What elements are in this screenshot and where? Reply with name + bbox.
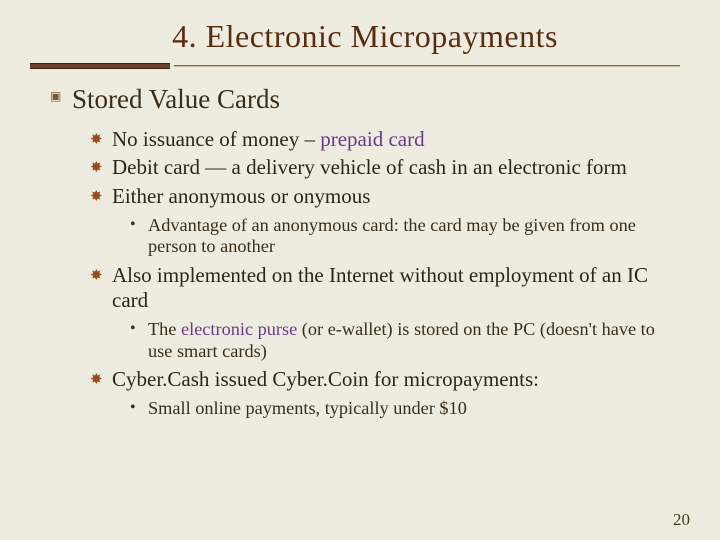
title-rule (30, 63, 680, 69)
bullet-mark-lvl1: ▣ (50, 83, 72, 117)
sub-bullet-text: Advantage of an anonymous card: the card… (148, 215, 680, 258)
bullet-text: Also implemented on the Internet without… (112, 263, 680, 314)
bullet-mark-lvl2: ✸ (90, 263, 112, 314)
section-text: Stored Value Cards (72, 83, 280, 117)
sub-bullet-item: • Small online payments, typically under… (130, 398, 680, 420)
section-heading: ▣ Stored Value Cards (50, 83, 680, 117)
bullet-item: ✸ No issuance of money – prepaid card (90, 127, 680, 153)
bullet-mark-lvl3: • (130, 215, 148, 258)
sub-bullet-text: The electronic purse (or e-wallet) is st… (148, 319, 680, 362)
bullet-item: ✸ Cyber.Cash issued Cyber.Coin for micro… (90, 367, 680, 393)
bullet-text: Cyber.Cash issued Cyber.Coin for micropa… (112, 367, 539, 393)
bullet-mark-lvl3: • (130, 319, 148, 362)
bullet-mark-lvl2: ✸ (90, 367, 112, 393)
sub-bullet-item: • Advantage of an anonymous card: the ca… (130, 215, 680, 258)
bullet-item: ✸ Debit card — a delivery vehicle of cas… (90, 155, 680, 181)
slide-title: 4. Electronic Micropayments (50, 18, 680, 55)
page-number: 20 (673, 510, 690, 530)
highlight-text: electronic purse (181, 319, 297, 339)
bullet-mark-lvl3: • (130, 398, 148, 420)
bullet-text: No issuance of money – prepaid card (112, 127, 425, 153)
bullet-text: Either anonymous or onymous (112, 184, 370, 210)
highlight-text: prepaid card (320, 127, 424, 151)
bullet-item: ✸ Either anonymous or onymous (90, 184, 680, 210)
bullet-mark-lvl2: ✸ (90, 127, 112, 153)
bullet-text: Debit card — a delivery vehicle of cash … (112, 155, 627, 181)
bullet-mark-lvl2: ✸ (90, 184, 112, 210)
bullet-item: ✸ Also implemented on the Internet witho… (90, 263, 680, 314)
sub-bullet-text: Small online payments, typically under $… (148, 398, 467, 420)
sub-bullet-item: • The electronic purse (or e-wallet) is … (130, 319, 680, 362)
bullet-mark-lvl2: ✸ (90, 155, 112, 181)
